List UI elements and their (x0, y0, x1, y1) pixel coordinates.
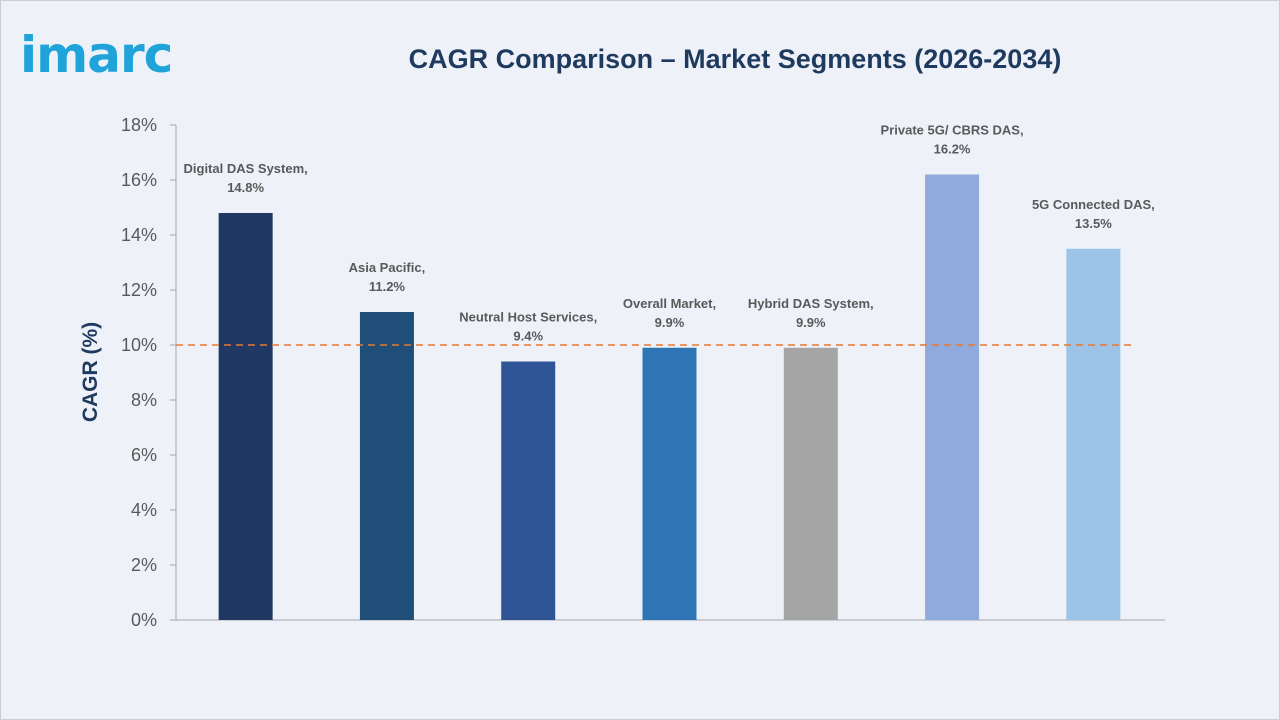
y-tick-label: 18% (121, 115, 157, 135)
logo-text: imarc (20, 26, 173, 84)
y-tick-label: 8% (131, 390, 157, 410)
imarc-logo: imarc (20, 30, 173, 80)
y-tick-label: 12% (121, 280, 157, 300)
data-label: Neutral Host Services, 9.4% (459, 310, 597, 344)
bar (783, 347, 838, 620)
data-label: 5G Connected DAS, 13.5% (1032, 197, 1155, 231)
data-label: Hybrid DAS System, 9.9% (748, 296, 874, 330)
data-label: Asia Pacific, 11.2% (349, 260, 426, 294)
bar (218, 213, 273, 620)
y-tick-label: 0% (131, 610, 157, 630)
y-tick-label: 6% (131, 445, 157, 465)
y-tick-label: 4% (131, 500, 157, 520)
data-label: Private 5G/ CBRS DAS, 16.2% (881, 123, 1024, 157)
chart-title: CAGR Comparison – Market Segments (2026-… (408, 44, 1062, 74)
y-tick-label: 10% (121, 335, 157, 355)
bar (1066, 248, 1121, 620)
bar (359, 312, 414, 620)
y-tick-label: 14% (121, 225, 157, 245)
data-label: Overall Market, 9.9% (623, 296, 716, 330)
y-tick-label: 16% (121, 170, 157, 190)
bar (642, 347, 697, 620)
y-tick-label: 2% (131, 555, 157, 575)
data-label: Digital DAS System, 14.8% (184, 161, 308, 195)
y-axis-label: CAGR (%) (79, 322, 102, 422)
bar (925, 174, 980, 620)
bar (501, 361, 556, 620)
